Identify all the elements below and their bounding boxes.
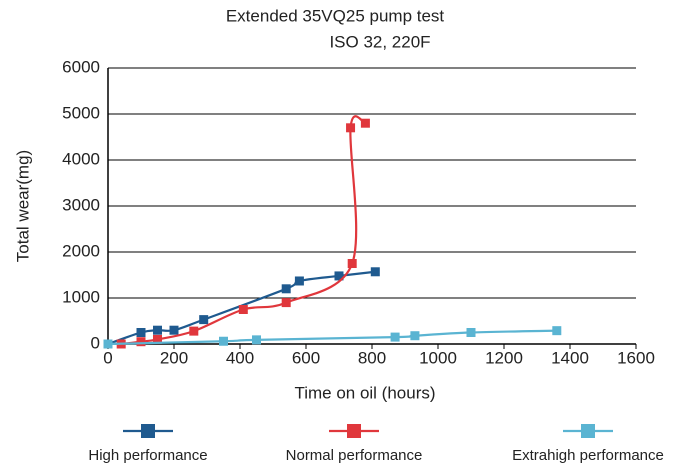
point	[552, 326, 562, 336]
x-axis-label: Time on oil (hours)	[294, 383, 435, 402]
point	[103, 339, 113, 349]
point	[199, 315, 209, 325]
point	[466, 328, 476, 337]
y-tick-label: 5000	[62, 103, 100, 122]
x-tick-label: 0	[103, 348, 112, 367]
point	[294, 276, 304, 286]
x-tick-label: 1000	[419, 348, 457, 367]
point	[334, 271, 344, 281]
point	[136, 337, 146, 347]
y-tick-label: 0	[91, 333, 100, 352]
point	[252, 335, 261, 345]
legend-marker	[141, 424, 155, 438]
point	[347, 259, 357, 268]
legend-label: Normal performance	[286, 447, 423, 464]
x-tick-label: 1600	[617, 348, 655, 367]
y-tick-label: 2000	[62, 241, 100, 260]
point	[136, 328, 146, 337]
y-tick-label: 6000	[62, 57, 100, 76]
legend-marker	[347, 424, 361, 438]
y-tick-label: 3000	[62, 195, 100, 214]
y-tick-label: 4000	[62, 149, 100, 168]
point	[346, 123, 356, 133]
point	[238, 305, 248, 314]
chart-subtitle: ISO 32, 220F	[329, 32, 430, 51]
point	[360, 118, 370, 128]
x-tick-label: 1200	[485, 348, 523, 367]
point	[281, 298, 291, 308]
point	[410, 331, 420, 341]
series-line	[121, 115, 367, 346]
point	[153, 325, 162, 335]
point	[219, 336, 228, 346]
chart-title: Extended 35VQ25 pump test	[226, 6, 445, 25]
point	[281, 284, 291, 294]
point	[153, 334, 162, 344]
point	[390, 332, 400, 342]
x-tick-label: 1400	[551, 348, 589, 367]
x-tick-label: 400	[226, 348, 254, 367]
x-tick-label: 800	[358, 348, 386, 367]
y-axis-label: Total wear(mg)	[13, 150, 32, 262]
point	[169, 325, 179, 335]
legend-marker	[581, 424, 595, 438]
legend-label: Extrahigh performance	[512, 447, 664, 464]
legend-label: High performance	[88, 447, 207, 464]
point	[189, 326, 199, 336]
x-tick-label: 200	[160, 348, 188, 367]
point	[370, 267, 380, 277]
x-tick-label: 600	[292, 348, 320, 367]
y-tick-label: 1000	[62, 287, 100, 306]
